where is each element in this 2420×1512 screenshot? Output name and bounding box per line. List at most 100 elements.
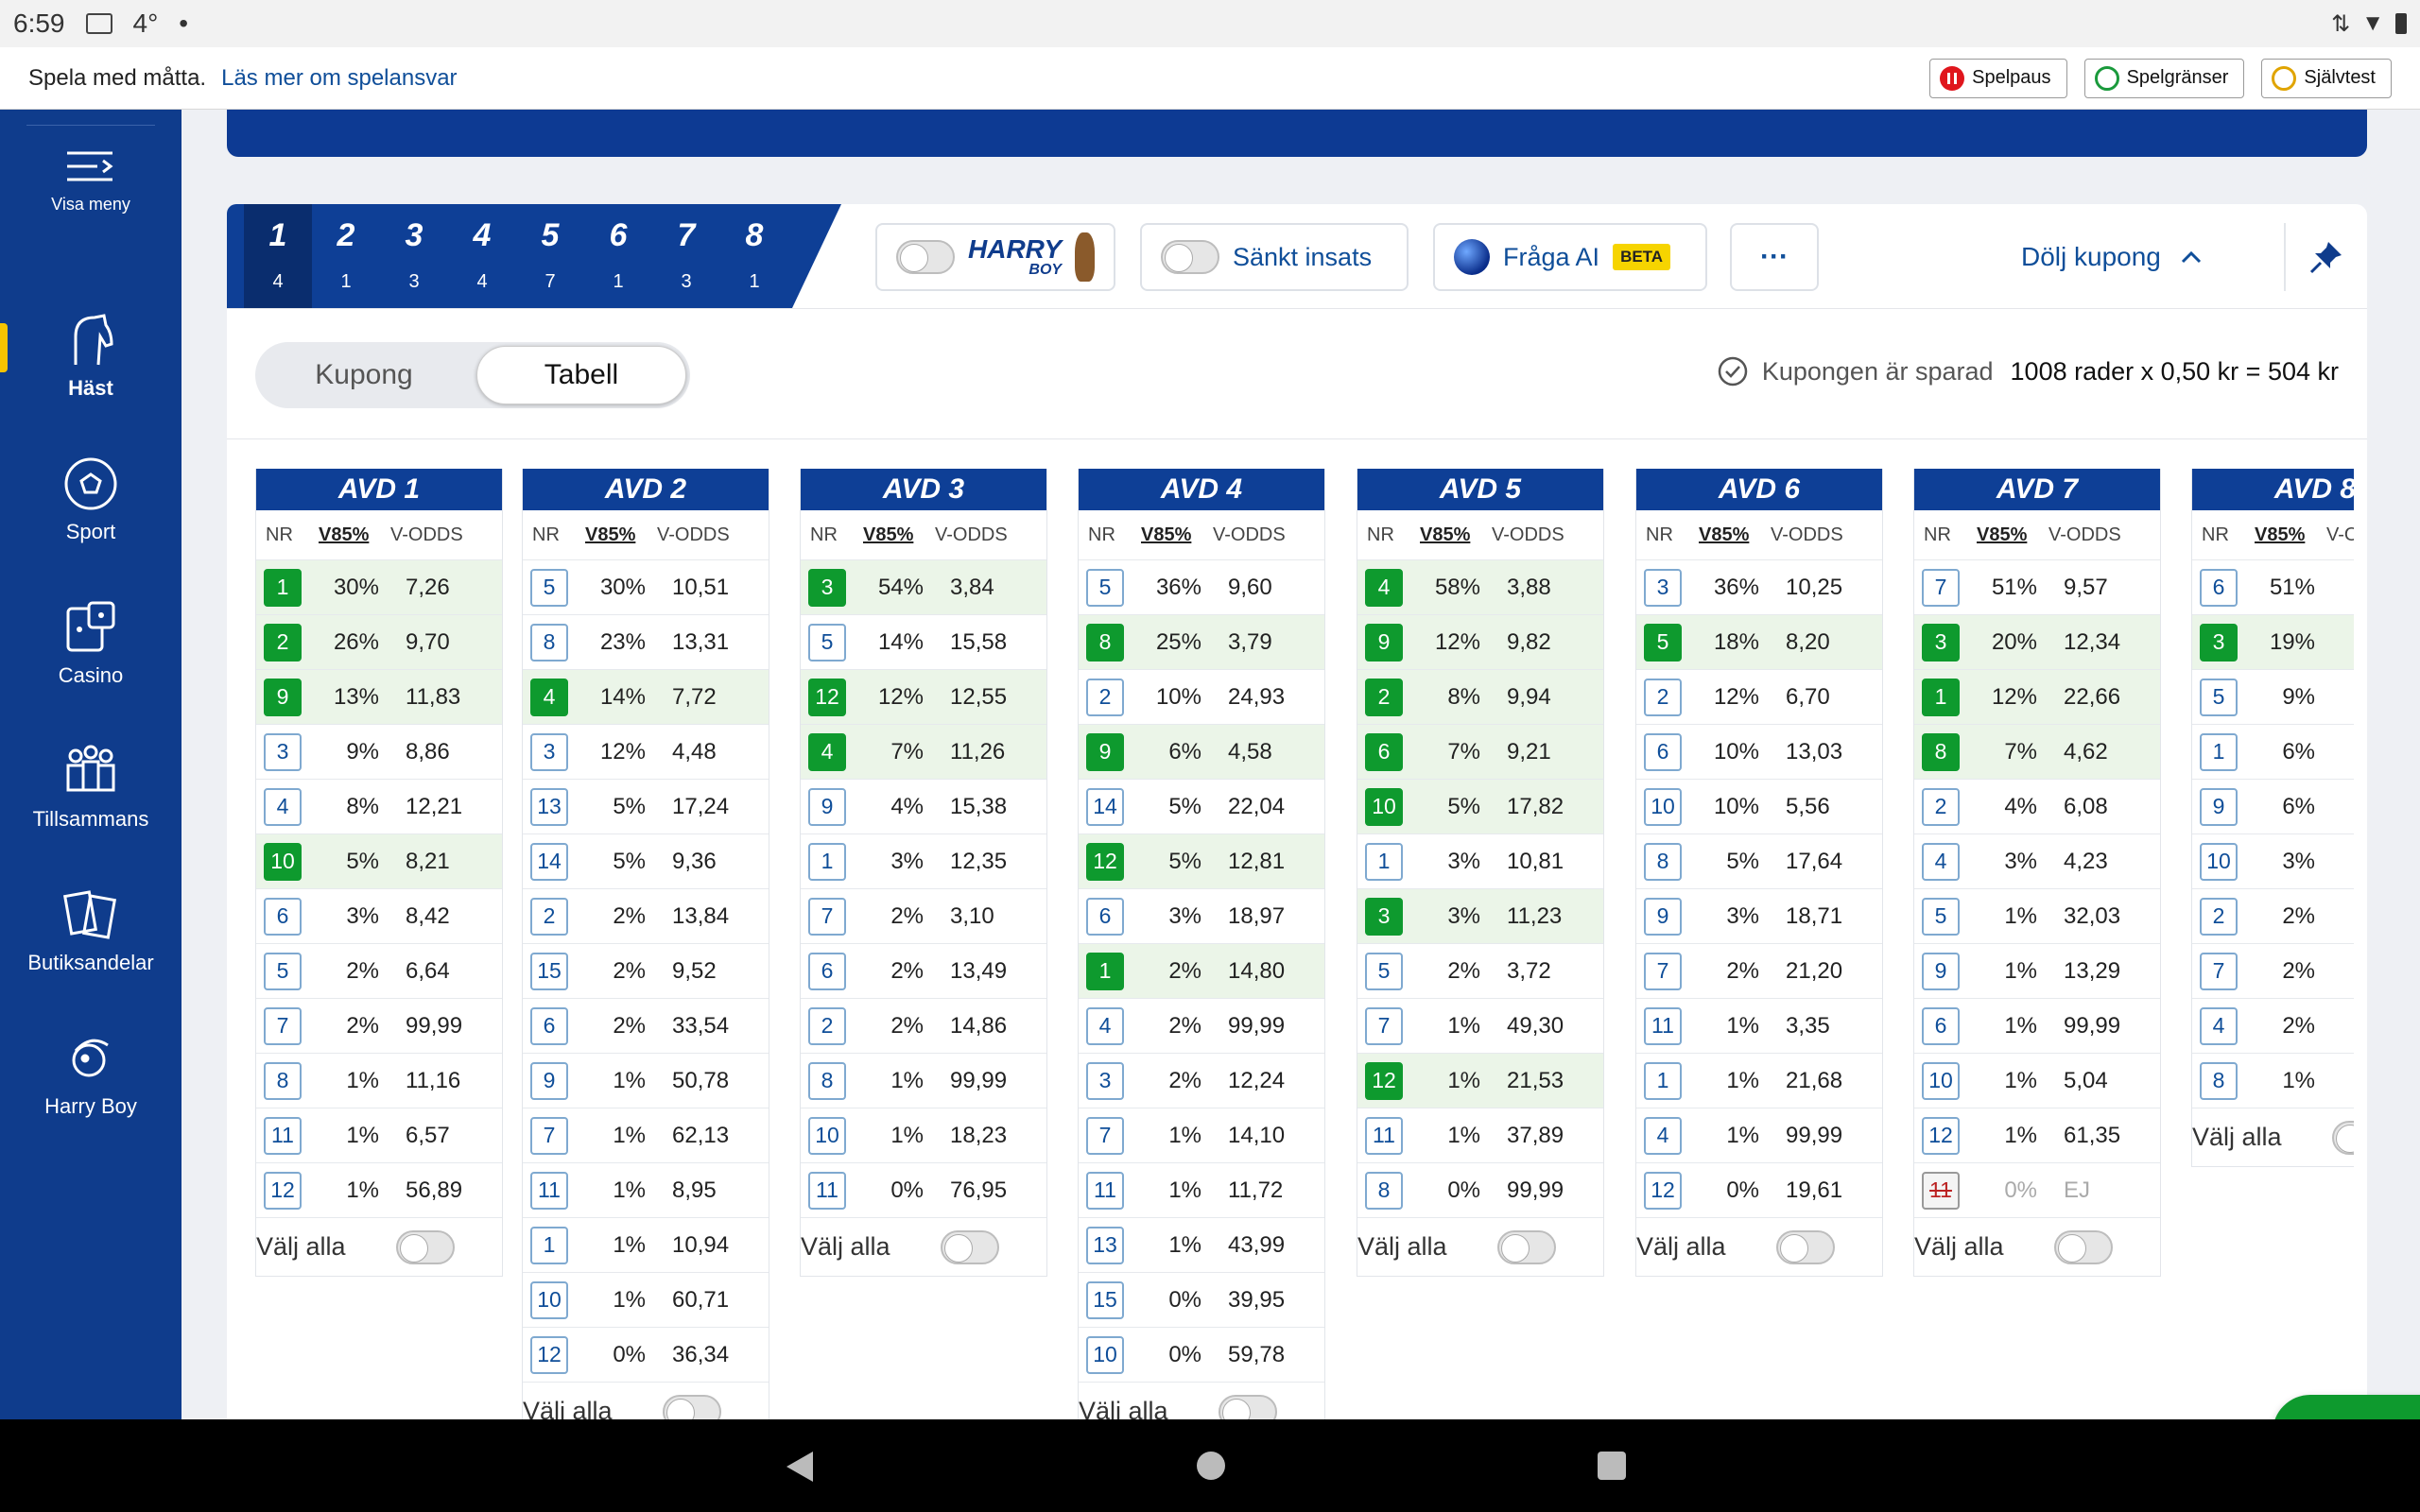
horse-number[interactable]: 4 (1365, 568, 1403, 607)
horse-row[interactable]: 12 5% 12,81 (1079, 833, 1324, 888)
horse-number[interactable]: 5 (2200, 678, 2238, 716)
horse-row[interactable]: 2 26% 9,70 (256, 614, 502, 669)
horse-number[interactable]: 10 (1922, 1061, 1960, 1100)
horse-row[interactable]: 6 7% 9,21 (1357, 724, 1603, 779)
horse-row[interactable]: 3 36% 10,25 (1636, 559, 1882, 614)
horse-row[interactable]: 6 2% 13,49 (801, 943, 1046, 998)
horse-row[interactable]: 5 2% 3,72 (1357, 943, 1603, 998)
header-vodds[interactable]: V-ODDS (2048, 524, 2121, 545)
header-v85[interactable]: V85% (585, 524, 636, 545)
horse-row[interactable]: 1 30% 7,26 (256, 559, 502, 614)
horse-number[interactable]: 4 (1922, 842, 1960, 881)
horse-row[interactable]: 7 2% 3,10 (801, 888, 1046, 943)
header-vodds[interactable]: V-ODDS (390, 524, 463, 545)
horse-number[interactable]: 2 (530, 897, 568, 936)
horse-number[interactable]: 12 (808, 678, 846, 716)
back-icon[interactable] (786, 1452, 813, 1482)
horse-row[interactable]: 8 23% 13,31 (523, 614, 769, 669)
horse-number[interactable]: 11 (808, 1171, 846, 1210)
horse-number[interactable]: 5 (1644, 623, 1682, 662)
horse-row[interactable]: 8 0% 99,99 (1357, 1162, 1603, 1217)
horse-number[interactable]: 4 (808, 732, 846, 771)
harry-boy-toggle[interactable]: HARRY BOY (875, 223, 1115, 291)
horse-row[interactable]: 1 2% 14,80 (1079, 943, 1324, 998)
horse-row[interactable]: 10 1% 60,71 (523, 1272, 769, 1327)
horse-number[interactable]: 4 (1644, 1116, 1682, 1155)
horse-number[interactable]: 2 (1644, 678, 1682, 716)
sidebar-item-harry-boy[interactable]: Harry Boy (0, 1030, 182, 1119)
header-vodds[interactable]: V-ODDS (1213, 524, 1286, 545)
horse-number[interactable]: 3 (1365, 897, 1403, 936)
horse-row[interactable]: 2 8% 9,94 (1357, 669, 1603, 724)
horse-number[interactable]: 3 (808, 568, 846, 607)
horse-number[interactable]: 12 (1086, 842, 1124, 881)
horse-number[interactable]: 9 (808, 787, 846, 826)
horse-row[interactable]: 6 3% 18,97 (1079, 888, 1324, 943)
horse-row[interactable]: 14 5% 9,36 (523, 833, 769, 888)
horse-row[interactable]: 6 2% 33,54 (523, 998, 769, 1053)
horse-row[interactable]: 10 10% 5,56 (1636, 779, 1882, 833)
sidebar-item-sport[interactable]: Sport (0, 455, 182, 544)
horse-row[interactable]: 10 0% 59,78 (1079, 1327, 1324, 1382)
sjalvtest-button[interactable]: Självtest (2261, 58, 2392, 98)
horse-row[interactable]: 6 1% 99,99 (1914, 998, 2160, 1053)
horse-row[interactable]: 12 1% 61,35 (1914, 1108, 2160, 1162)
horse-number[interactable]: 12 (530, 1335, 568, 1374)
horse-row[interactable]: 3 2% 12,24 (1079, 1053, 1324, 1108)
horse-row[interactable]: 8 1% (2192, 1053, 2354, 1108)
horse-row[interactable]: 5 1% 32,03 (1914, 888, 2160, 943)
horse-row[interactable]: 7 2% 99,99 (256, 998, 502, 1053)
horse-row[interactable]: 11 0% EJ (1914, 1162, 2160, 1217)
horse-row[interactable]: 7 2% 21,20 (1636, 943, 1882, 998)
horse-row[interactable]: 3 9% 8,86 (256, 724, 502, 779)
sidebar-item-butiksandelar[interactable]: Butiksandelar (0, 886, 182, 975)
horse-number[interactable]: 1 (2200, 732, 2238, 771)
horse-number[interactable]: 2 (264, 623, 302, 662)
horse-row[interactable]: 9 4% 15,38 (801, 779, 1046, 833)
sidebar-item-hast[interactable]: Häst (0, 312, 182, 401)
horse-number[interactable]: 1 (264, 568, 302, 607)
horse-number[interactable]: 2 (1365, 678, 1403, 716)
horse-row[interactable]: 15 0% 39,95 (1079, 1272, 1324, 1327)
horse-number[interactable]: 10 (1644, 787, 1682, 826)
horse-row[interactable]: 3 12% 4,48 (523, 724, 769, 779)
horse-row[interactable]: 1 3% 12,35 (801, 833, 1046, 888)
horse-row[interactable]: 4 2% (2192, 998, 2354, 1053)
horse-row[interactable]: 4 1% 99,99 (1636, 1108, 1882, 1162)
horse-row[interactable]: 1 3% 10,81 (1357, 833, 1603, 888)
horse-number[interactable]: 6 (1086, 897, 1124, 936)
horse-row[interactable]: 5 14% 15,58 (801, 614, 1046, 669)
valj-alla-switch[interactable] (2054, 1229, 2113, 1264)
horse-row[interactable]: 10 1% 5,04 (1914, 1053, 2160, 1108)
header-v85[interactable]: V85% (2255, 524, 2306, 545)
horse-row[interactable]: 8 5% 17,64 (1636, 833, 1882, 888)
horse-number[interactable]: 3 (530, 732, 568, 771)
fraga-ai-button[interactable]: Fråga AI BETA (1433, 223, 1707, 291)
horse-number[interactable]: 8 (1086, 623, 1124, 662)
horse-row[interactable]: 1 1% 21,68 (1636, 1053, 1882, 1108)
rg-link[interactable]: Läs mer om spelansvar (221, 64, 458, 91)
header-vodds[interactable]: V-ODDS (1492, 524, 1564, 545)
horse-number[interactable]: 8 (264, 1061, 302, 1100)
horse-number[interactable]: 14 (530, 842, 568, 881)
horse-number[interactable]: 10 (1365, 787, 1403, 826)
horse-number[interactable]: 2 (2200, 897, 2238, 936)
horse-number[interactable]: 5 (808, 623, 846, 662)
horse-number[interactable]: 4 (530, 678, 568, 716)
horse-row[interactable]: 8 25% 3,79 (1079, 614, 1324, 669)
horse-row[interactable]: 12 12% 12,55 (801, 669, 1046, 724)
horse-row[interactable]: 1 12% 22,66 (1914, 669, 2160, 724)
recents-icon[interactable] (1598, 1452, 1626, 1480)
horse-number[interactable]: 15 (1086, 1280, 1124, 1319)
horse-number[interactable]: 1 (1922, 678, 1960, 716)
horse-row[interactable]: 5 30% 10,51 (523, 559, 769, 614)
horse-number[interactable]: 3 (1086, 1061, 1124, 1100)
horse-row[interactable]: 6 3% 8,42 (256, 888, 502, 943)
horse-row[interactable]: 6 10% 13,03 (1636, 724, 1882, 779)
horse-row[interactable]: 5 36% 9,60 (1079, 559, 1324, 614)
horse-number[interactable]: 3 (1644, 568, 1682, 607)
valj-alla-switch[interactable] (2332, 1120, 2354, 1155)
